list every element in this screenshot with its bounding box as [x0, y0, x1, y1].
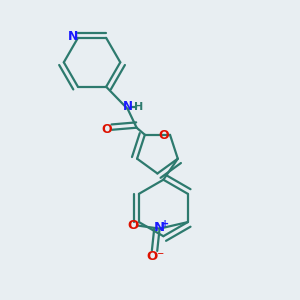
Text: O: O: [158, 130, 169, 142]
Text: N: N: [123, 100, 133, 113]
Text: H: H: [134, 102, 144, 112]
Text: O: O: [101, 123, 112, 136]
Text: N: N: [154, 221, 165, 234]
Text: O⁻: O⁻: [147, 250, 165, 263]
Text: N: N: [68, 30, 79, 43]
Text: +: +: [161, 219, 169, 229]
Text: O: O: [128, 218, 139, 232]
